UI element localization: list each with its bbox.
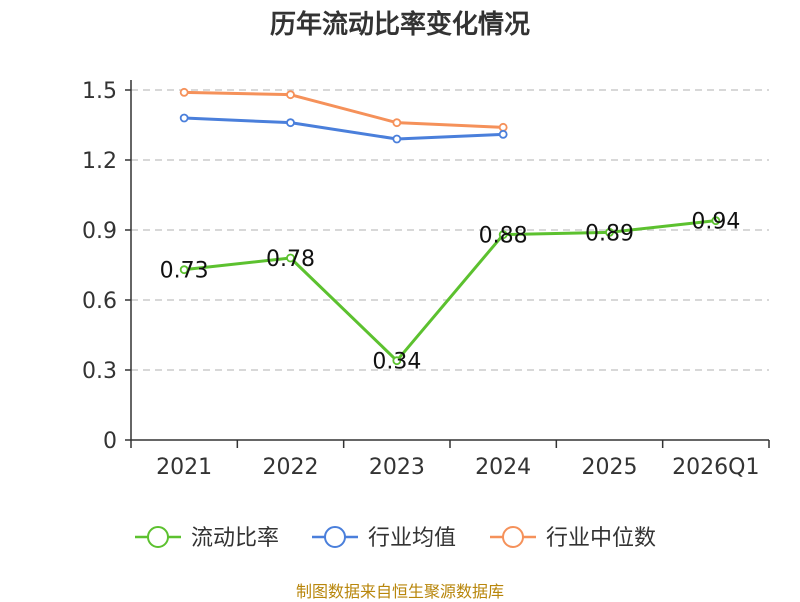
data-point [392,118,402,128]
x-tick-label: 2026Q1 [672,455,759,480]
legend-swatch-marker [502,526,524,548]
x-tick-label: 2023 [369,455,425,480]
series-line-2 [184,90,504,129]
source-note: 制图数据来自恒生聚源数据库 [295,582,504,601]
y-tick-label: 1.2 [82,149,117,174]
y-tick-label: 1.5 [82,79,117,104]
legend-label: 流动比率 [191,526,279,551]
data-label: 0.89 [585,221,634,246]
series-line-0 [184,219,716,363]
x-tick-label: 2025 [582,455,638,480]
data-point [392,134,402,144]
y-tick-label: 0.3 [82,359,117,384]
chart-title: 历年流动比率变化情况 [269,10,530,40]
series-line-1 [184,116,504,141]
data-point [179,113,189,123]
legend: 流动比率 行业均值 行业中位数 [135,526,656,551]
x-tick-label: 2022 [263,455,319,480]
data-point [179,265,189,275]
y-tick-label: 0 [103,429,117,454]
data-point [392,356,402,366]
y-tick-label: 0.9 [82,219,117,244]
grid-lines [131,89,769,371]
y-tick-label: 0.6 [82,289,117,314]
data-point [286,118,295,128]
axes: 0 0.3 0.6 0.9 1.2 1.5 2021 2022 2023 2024 2025 2026… [82,79,770,480]
data-point [286,253,295,263]
data-point [498,230,508,240]
data-label: 0.34 [372,350,421,375]
x-tick-label: 2024 [475,455,531,480]
data-point [179,87,189,97]
data-label: 0.94 [691,210,740,235]
legend-swatch-marker [324,526,346,548]
data-point [286,90,295,100]
data-label: 0.73 [160,259,209,284]
data-point [498,122,508,132]
data-label: 0.88 [479,224,528,249]
data-point [711,216,721,226]
legend-swatch-marker [147,526,169,548]
legend-label: 行业均值 [368,526,456,551]
series-lines [179,87,721,366]
data-label: 0.78 [266,247,315,272]
x-tick-label: 2021 [156,455,212,480]
data-point [498,129,508,139]
data-point [605,227,614,237]
data-labels: 0.73 0.78 0.34 0.88 0.89 0.94 [160,210,741,375]
legend-label: 行业中位数 [546,526,656,551]
